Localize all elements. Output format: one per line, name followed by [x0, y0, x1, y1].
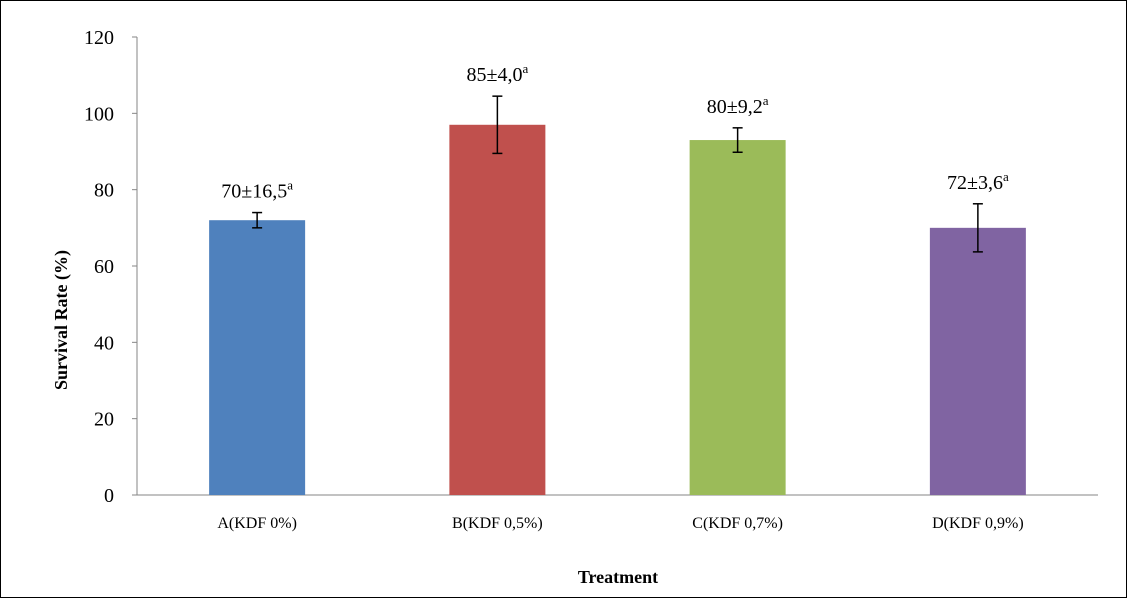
bar [449, 124, 546, 496]
y-tick-label: 40 [94, 332, 114, 354]
bar [689, 140, 786, 496]
data-label: 80±9,2a [707, 93, 769, 118]
x-tick-label: D(KDF 0,9%) [932, 515, 1024, 532]
bar [209, 220, 306, 495]
data-label-value: 70±16,5 [221, 181, 287, 203]
y-tick-label: 80 [94, 180, 114, 202]
bar [929, 227, 1026, 496]
data-label-value: 72±3,6 [947, 172, 1003, 194]
data-label: 72±3,6a [947, 169, 1009, 194]
y-tick-label: 60 [94, 256, 114, 278]
x-tick-label: C(KDF 0,7%) [692, 515, 783, 532]
data-label-superscript: a [763, 93, 769, 108]
data-label-value: 80±9,2 [707, 96, 763, 118]
data-label-superscript: a [522, 61, 528, 76]
y-axis-ticks: 0 20 40 60 80 100 120 [84, 27, 137, 507]
error-bars [252, 95, 983, 253]
x-axis-title: Treatment [578, 567, 658, 587]
data-label-superscript: a [1003, 169, 1009, 184]
data-label-superscript: a [287, 178, 293, 193]
data-label: 70±16,5a [221, 178, 293, 203]
y-axis-title: Survival Rate (%) [51, 250, 72, 390]
x-tick-label: B(KDF 0,5%) [452, 515, 543, 532]
y-tick-label: 120 [84, 27, 114, 49]
bars [209, 124, 1026, 496]
x-axis-tick-labels: A(KDF 0%) B(KDF 0,5%) C(KDF 0,7%) D(KDF 0,9… [217, 515, 1023, 532]
y-tick-label: 20 [94, 409, 114, 431]
data-label: 85±4,0a [466, 61, 528, 86]
y-tick-label: 100 [84, 103, 114, 125]
x-tick-label: A(KDF 0%) [217, 515, 297, 532]
data-label-value: 85±4,0 [466, 64, 522, 86]
y-tick-label: 0 [104, 485, 114, 507]
